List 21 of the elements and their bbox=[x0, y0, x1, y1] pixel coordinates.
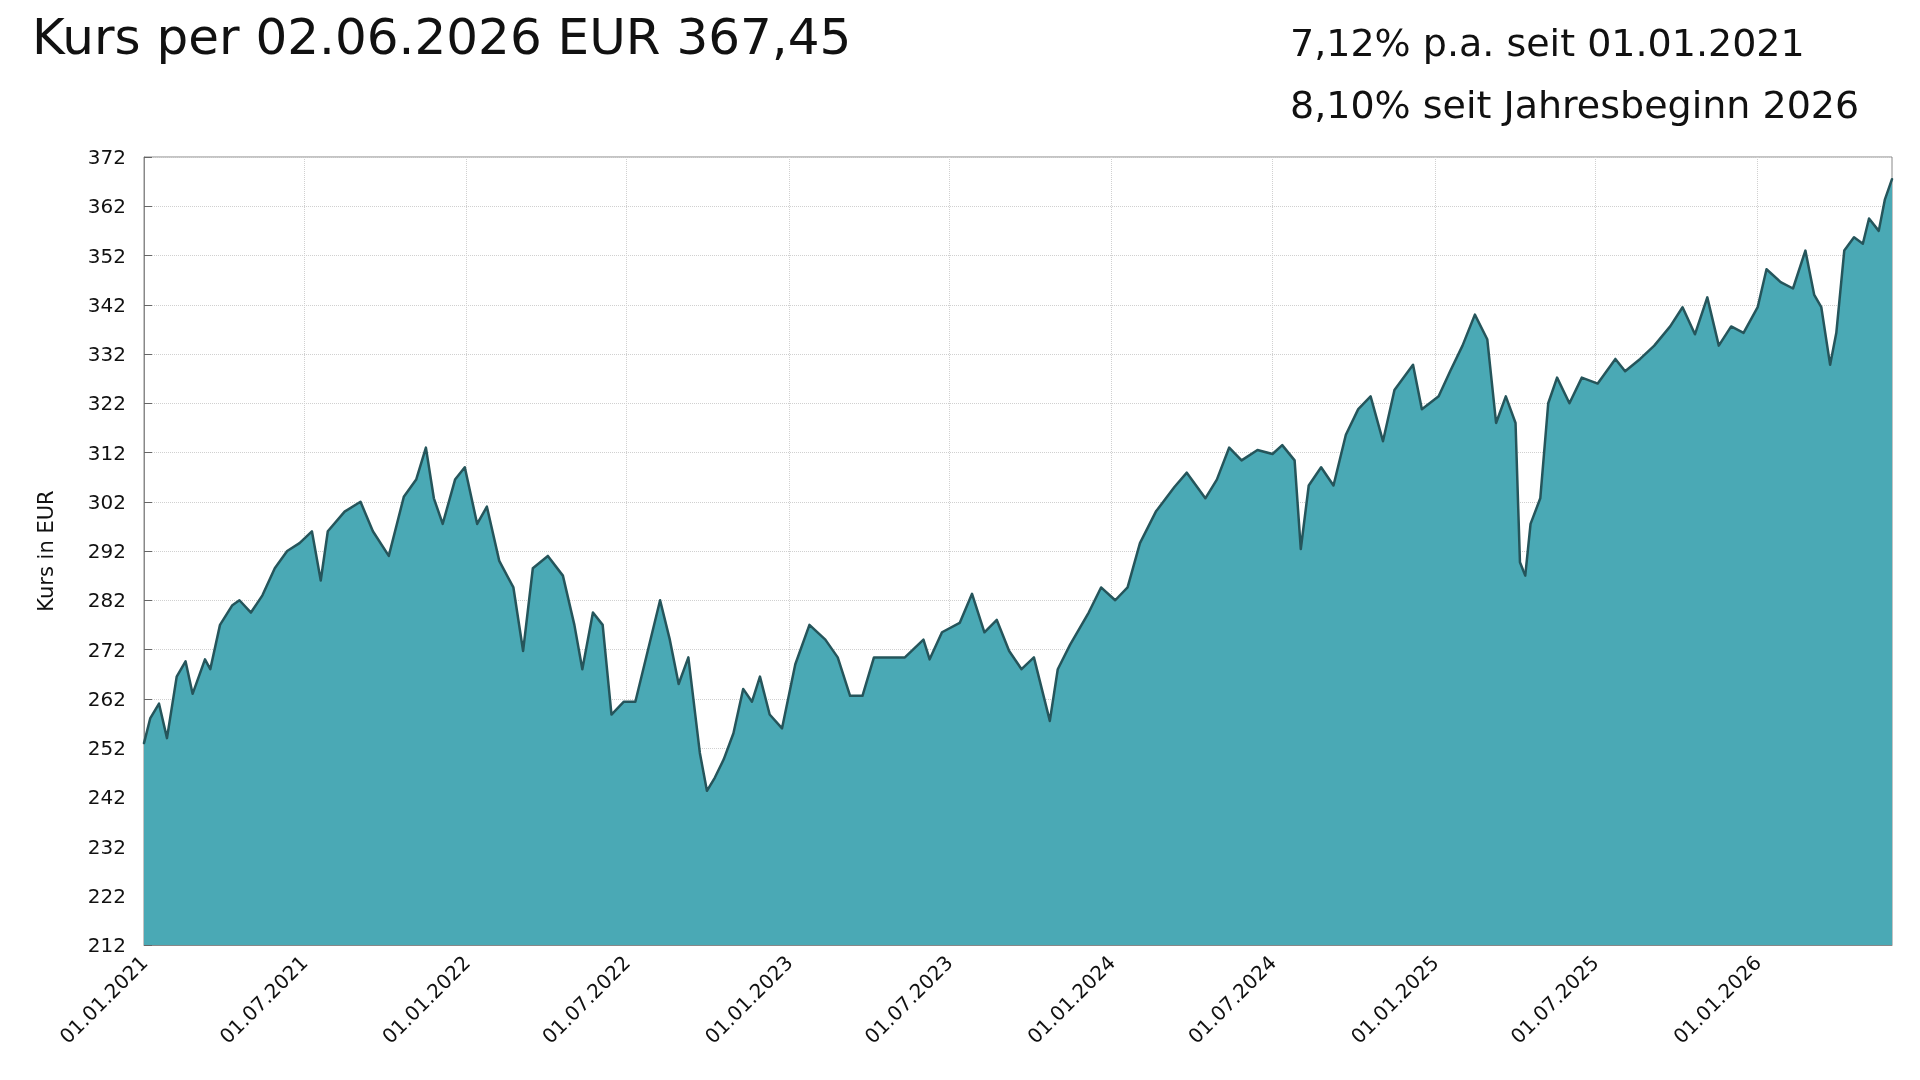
y-tick-label: 272 bbox=[87, 637, 126, 662]
y-axis-title: Kurs in EUR bbox=[33, 490, 58, 612]
y-tick-label: 222 bbox=[87, 883, 126, 908]
y-tick-label: 282 bbox=[87, 588, 126, 613]
y-tick-label: 312 bbox=[87, 440, 126, 465]
y-tick-label: 262 bbox=[87, 686, 126, 711]
y-tick-label: 342 bbox=[87, 292, 126, 317]
y-tick-label: 292 bbox=[87, 539, 126, 563]
y-tick-label: 362 bbox=[87, 194, 126, 219]
y-tick-label: 332 bbox=[87, 342, 126, 366]
y-tick-label: 232 bbox=[87, 834, 126, 859]
text: 8,10% seit Jahresbeginn 2026 bbox=[1290, 82, 1860, 129]
y-tick-label: 372 bbox=[87, 145, 126, 169]
chart-title: Kurs per 02.06.2026 EUR 367,45 bbox=[32, 8, 852, 66]
y-tick-label: 302 bbox=[87, 489, 126, 514]
y-tick-label: 242 bbox=[87, 785, 126, 810]
y-tick-label: 352 bbox=[87, 243, 126, 268]
y-tick-label: 252 bbox=[87, 736, 126, 760]
text: 7,12% p.a. seit 01.01.2021 bbox=[1290, 20, 1806, 67]
y-tick-label: 212 bbox=[87, 933, 126, 957]
y-tick-label: 322 bbox=[87, 391, 126, 416]
